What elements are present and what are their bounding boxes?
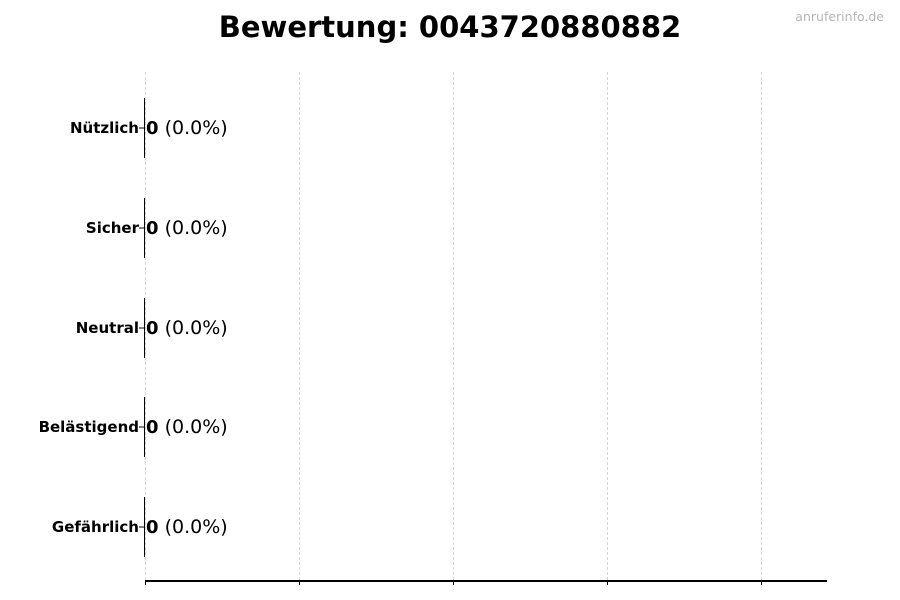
category-label-4: Gefährlich — [51, 518, 139, 536]
bar-percent-1: (0.0%) — [158, 217, 228, 239]
y-axis-tick-1 — [139, 227, 145, 229]
gridline-0 — [145, 72, 146, 580]
bar-value-label-0: 0 (0.0%) — [146, 117, 228, 139]
bar-count-0: 0 — [146, 118, 159, 139]
bar-value-label-2: 0 (0.0%) — [146, 317, 228, 339]
category-label-2: Neutral — [75, 319, 139, 337]
x-axis-tick-0 — [145, 580, 146, 585]
y-axis-tick-0 — [139, 127, 145, 129]
x-axis-tick-3 — [607, 580, 608, 585]
y-axis-tick-3 — [139, 426, 145, 428]
bar-percent-3: (0.0%) — [158, 416, 228, 438]
x-axis-tick-1 — [299, 580, 300, 585]
plot-area — [145, 72, 827, 580]
bar-4 — [144, 497, 145, 557]
y-axis-tick-2 — [139, 327, 145, 329]
bar-percent-0: (0.0%) — [158, 117, 228, 139]
bar-count-4: 0 — [146, 517, 159, 538]
bar-2 — [144, 298, 145, 358]
bar-percent-2: (0.0%) — [158, 317, 228, 339]
page-title: Bewertung: 0043720880882 — [218, 10, 682, 44]
gridline-1 — [299, 72, 300, 580]
x-axis-line — [145, 580, 827, 582]
bar-1 — [144, 198, 145, 258]
bar-0 — [144, 98, 145, 158]
site-watermark: anruferinfo.de — [795, 9, 884, 24]
category-label-0: Nützlich — [70, 119, 139, 137]
x-axis-tick-2 — [453, 580, 454, 585]
gridline-4 — [761, 72, 762, 580]
x-axis-tick-4 — [761, 580, 762, 585]
bar-count-3: 0 — [146, 417, 159, 438]
gridline-2 — [453, 72, 454, 580]
y-axis-tick-4 — [139, 526, 145, 528]
category-label-3: Belästigend — [38, 418, 139, 436]
bar-value-label-1: 0 (0.0%) — [146, 217, 228, 239]
category-label-1: Sicher — [85, 219, 139, 237]
bar-3 — [144, 397, 145, 457]
bar-value-label-4: 0 (0.0%) — [146, 516, 228, 538]
gridline-3 — [607, 72, 608, 580]
bar-count-2: 0 — [146, 318, 159, 339]
bar-percent-4: (0.0%) — [158, 516, 228, 538]
bar-value-label-3: 0 (0.0%) — [146, 416, 228, 438]
bar-count-1: 0 — [146, 218, 159, 239]
